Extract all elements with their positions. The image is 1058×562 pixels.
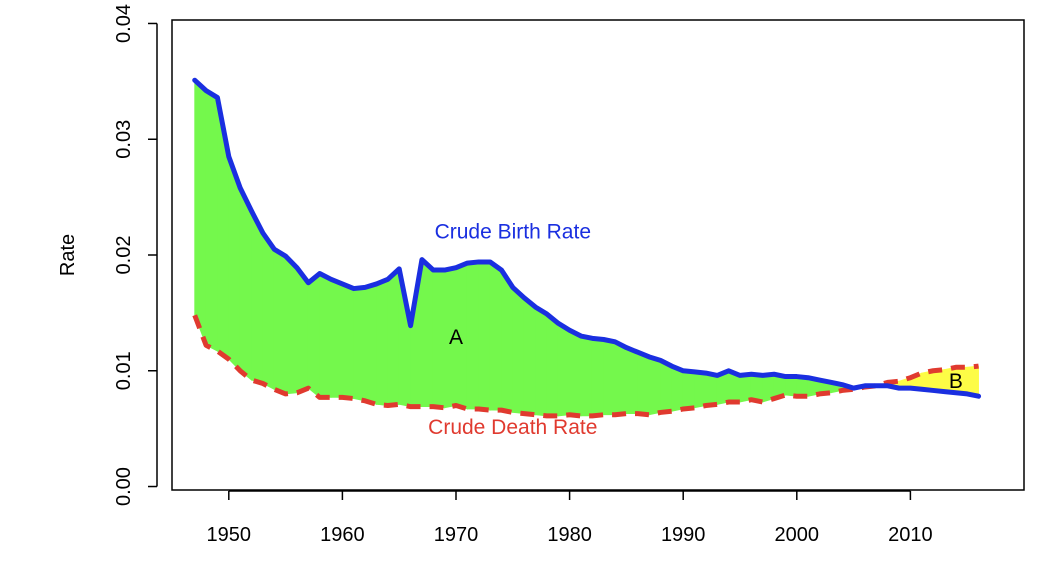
- annotations: Crude Birth Rate Crude Death Rate A B: [428, 221, 963, 440]
- fill-area-a-segment: [251, 210, 264, 385]
- x-tick-label: 1950: [207, 524, 252, 546]
- fill-area-a-segment: [501, 268, 514, 413]
- fill-area-a-segment: [432, 269, 446, 409]
- fill-area-a-segment: [330, 278, 343, 398]
- fill-area-a-segment: [239, 187, 252, 381]
- fill-area-a-segment: [569, 329, 582, 417]
- annotation-b: B: [949, 370, 963, 393]
- y-axis-title: Rate: [57, 234, 79, 276]
- fill-area-a-segment: [364, 283, 377, 405]
- x-tick-label: 1990: [661, 524, 706, 546]
- x-tick-label: 1970: [434, 524, 479, 546]
- annotation-crude-birth-rate: Crude Birth Rate: [435, 221, 591, 244]
- fill-area-a-segment: [648, 356, 661, 416]
- fill-area-b-segment: [966, 365, 979, 397]
- series-lines: [192, 77, 982, 419]
- x-tick-label: 2010: [888, 524, 933, 546]
- fill-area-a-segment: [614, 341, 627, 416]
- y-tick-label: 0.01: [113, 351, 135, 390]
- fill-area-a-segment: [603, 339, 616, 416]
- fill-area-a-segment: [489, 261, 502, 411]
- fill-area-a-segment: [694, 371, 707, 409]
- fill-area-a-segment: [387, 267, 400, 406]
- fill-area-a-segment: [307, 272, 321, 399]
- fill-area-a-segment: [591, 337, 605, 417]
- fill-area-a-segment: [557, 322, 570, 417]
- y-axis: 0.00 0.01 0.02 0.03 0.04: [113, 4, 158, 506]
- fill-area-a-segment: [546, 313, 559, 417]
- annotation-crude-death-rate: Crude Death Rate: [428, 416, 597, 439]
- fill-area-a-segment: [421, 258, 434, 408]
- fill-area-a-segment: [319, 272, 332, 398]
- fill-area-a-segment: [205, 89, 218, 352]
- fill-area-a-segment: [296, 266, 309, 394]
- fill-area-a-segment: [512, 286, 525, 415]
- fill-area-a-segment: [262, 231, 275, 390]
- plot-frame: [171, 19, 1025, 491]
- y-tick-label: 0.03: [113, 120, 135, 159]
- fill-area-a-segment: [341, 283, 355, 399]
- birth-rate-line: [192, 77, 982, 399]
- y-tick-label: 0.00: [113, 467, 135, 506]
- x-tick-label: 1960: [320, 524, 365, 546]
- fill-area-a-segment: [626, 347, 639, 415]
- fill-area-a-segment: [535, 306, 548, 417]
- fill-area-a-segment: [376, 278, 389, 406]
- fill-area-a-segment: [285, 255, 298, 395]
- x-tick-label: 1980: [547, 524, 592, 546]
- fill-area-a-segment: [466, 261, 480, 410]
- fill-area-a-segment: [273, 248, 287, 395]
- fill-area-a-segment: [682, 370, 695, 410]
- fill-area-a-segment: [637, 351, 650, 416]
- y-tick-label: 0.04: [113, 4, 135, 43]
- fill-area-a-segment: [705, 372, 718, 406]
- y-tick-label: 0.02: [113, 236, 135, 275]
- fill-area-a-segment: [785, 376, 798, 397]
- fill-area-a-segment: [194, 79, 207, 346]
- fill-area-a-segment: [478, 261, 491, 411]
- fill-area-a-segment: [523, 296, 536, 416]
- death-rate-line: [192, 314, 979, 419]
- annotation-a: A: [449, 326, 463, 349]
- fill-area-a-segment: [353, 286, 366, 402]
- fill-area-a-segment: [580, 335, 593, 417]
- fill-area-a-segment: [671, 365, 684, 412]
- fill-area-a-segment: [660, 359, 673, 413]
- x-tick-label: 2000: [775, 524, 820, 546]
- fill-areas: [194, 79, 979, 417]
- x-axis: 1950 1960 1970 1980 1990 2000 2010: [207, 490, 933, 546]
